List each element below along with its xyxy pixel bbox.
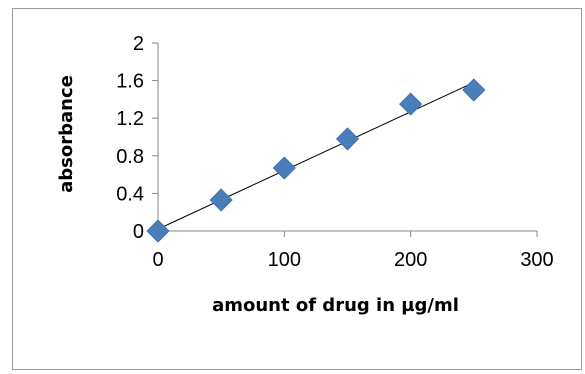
trendline — [157, 82, 475, 230]
trendline-group — [157, 82, 475, 230]
x-tick-label: 100 — [268, 249, 301, 271]
x-tick-label: 300 — [520, 249, 553, 271]
data-point — [146, 219, 170, 243]
y-tick-label: 1.6 — [116, 71, 144, 93]
data-point — [462, 78, 486, 102]
y-axis-title: absorbance — [56, 75, 77, 193]
y-tick-label: 2 — [133, 33, 144, 55]
x-axis: 0 100 200 300 — [152, 230, 554, 271]
data-point — [272, 156, 296, 180]
y-tick-label: 0.4 — [116, 183, 144, 205]
data-points — [146, 78, 486, 243]
y-tick-label: 0.8 — [116, 146, 144, 168]
y-tick-label: 1.2 — [116, 108, 144, 130]
data-point — [335, 127, 360, 151]
y-tick-label: 0 — [133, 221, 144, 243]
x-tick-label: 200 — [394, 249, 427, 271]
data-point — [399, 92, 423, 116]
x-axis-title: amount of drug in µg/ml — [212, 295, 459, 316]
data-point — [209, 188, 233, 212]
chart-frame — [12, 8, 582, 370]
x-tick-label: 0 — [152, 249, 163, 271]
y-axis: 0 0.4 0.8 1.2 1.6 2 — [116, 33, 159, 243]
